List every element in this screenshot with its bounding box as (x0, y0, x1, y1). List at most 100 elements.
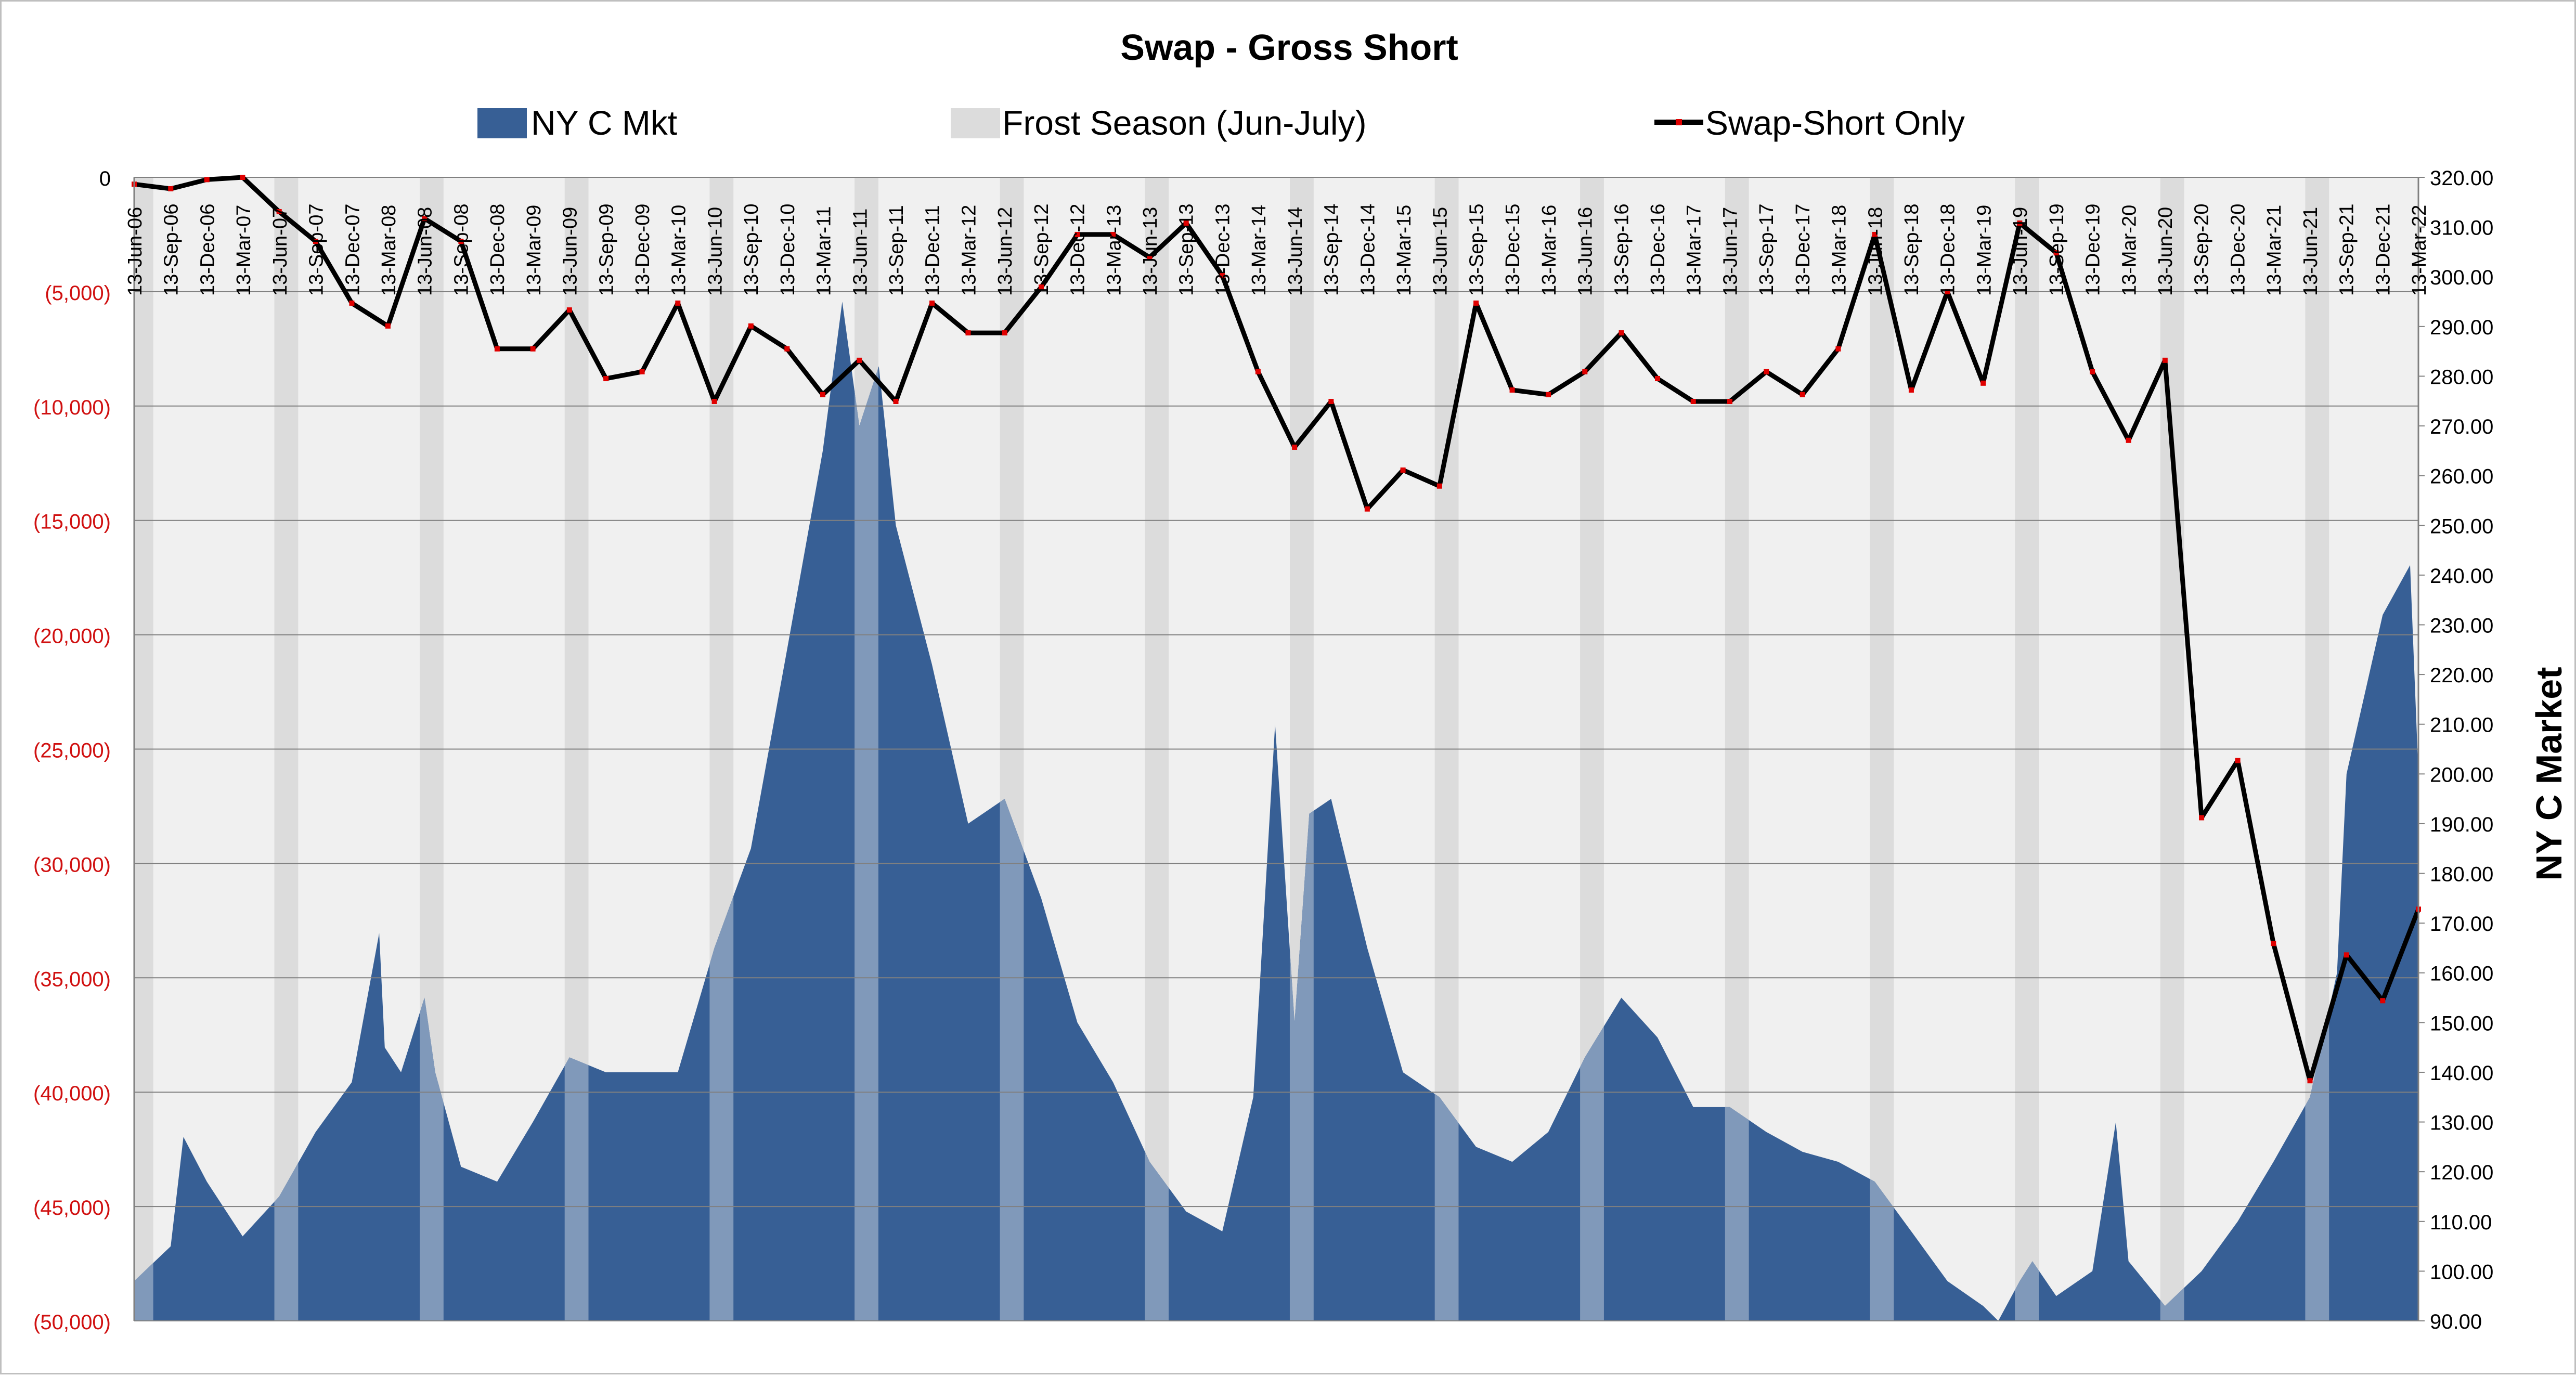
right-tick-label: 250.00 (2430, 515, 2493, 538)
x-tick-label: 13-Sep-11 (886, 205, 908, 296)
swap-short-point (2271, 941, 2276, 946)
swap-short-point (1690, 399, 1696, 405)
swap-short-point (1582, 369, 1588, 374)
swap-short-point (1147, 254, 1153, 260)
left-tick-label: (10,000) (33, 396, 111, 419)
swap-short-point (2126, 437, 2131, 443)
right-tick-label: 290.00 (2430, 316, 2493, 339)
left-tick-label: (40,000) (33, 1082, 111, 1105)
x-tick-label: 13-Sep-16 (1611, 204, 1633, 296)
x-tick-label: 13-Mar-19 (1973, 205, 1995, 296)
swap-short-point (2307, 1078, 2313, 1084)
right-tick-label: 260.00 (2430, 465, 2493, 488)
x-tick-label: 13-Mar-15 (1393, 205, 1415, 296)
right-tick-label: 230.00 (2430, 614, 2493, 637)
right-tick-label: 180.00 (2430, 863, 2493, 886)
x-tick-label: 13-Sep-06 (161, 204, 183, 296)
swap-short-point (1075, 231, 1080, 237)
swap-short-point (566, 307, 572, 313)
x-tick-label: 13-Dec-20 (2227, 204, 2249, 296)
swap-short-point (313, 239, 318, 244)
swap-short-point (530, 346, 536, 352)
swap-short-point (603, 376, 609, 382)
x-tick-label: 13-Jun-09 (560, 207, 581, 296)
swap-short-line (132, 175, 2421, 1084)
swap-short-point (1980, 380, 1986, 386)
x-tick-label: 13-Mar-16 (1538, 205, 1560, 296)
x-tick-label: 13-Jun-08 (415, 207, 436, 296)
swap-short-point (1183, 220, 1189, 226)
left-tick-label: (50,000) (33, 1311, 111, 1334)
x-tick-label: 13-Dec-17 (1792, 204, 1814, 296)
x-tick-label: 13-Dec-16 (1647, 204, 1669, 296)
x-tick-label: 13-Sep-09 (596, 204, 617, 296)
right-tick-label: 320.00 (2430, 167, 2493, 190)
swap-short-point (1764, 369, 1769, 374)
right-tick-label: 210.00 (2430, 714, 2493, 737)
swap-short-point (1255, 369, 1261, 374)
legend-label-area: NY C Mkt (531, 103, 677, 142)
right-tick-label: 130.00 (2430, 1112, 2493, 1135)
x-tick-label: 13-Sep-20 (2191, 204, 2213, 296)
right-tick-label: 220.00 (2430, 664, 2493, 687)
x-tick-label: 13-Mar-17 (1684, 205, 1705, 296)
x-tick-label: 13-Dec-08 (487, 204, 509, 296)
swap-short-point (494, 346, 500, 352)
x-tick-label: 13-Sep-17 (1756, 204, 1778, 296)
swap-short-point (1038, 284, 1044, 290)
right-tick-label: 200.00 (2430, 763, 2493, 786)
legend-swatch-area (477, 108, 527, 138)
x-tick-label: 13-Dec-07 (342, 204, 364, 296)
x-tick-label: 13-Sep-14 (1321, 204, 1343, 296)
swap-short-point (639, 369, 645, 374)
swap-short-point (458, 239, 464, 244)
x-tick-label: 13-Mar-07 (233, 205, 255, 296)
right-tick-label: 120.00 (2430, 1161, 2493, 1184)
swap-short-point (240, 175, 245, 180)
left-tick-label: (15,000) (33, 511, 111, 534)
legend-label-line: Swap-Short Only (1705, 103, 1965, 142)
right-tick-label: 160.00 (2430, 963, 2493, 985)
x-tick-label: 13-Mar-21 (2263, 205, 2285, 296)
right-tick-label: 300.00 (2430, 266, 2493, 289)
swap-short-point (1872, 231, 1878, 237)
swap-short-point (784, 346, 790, 352)
swap-short-point (2199, 815, 2205, 821)
swap-short-point (1328, 399, 1334, 405)
left-axis-ticks: 0 (5,000) (10,000) (15,000) (20,000) (25,000)… (33, 167, 111, 1334)
swap-short-point (2344, 952, 2349, 958)
swap-short-point (2090, 369, 2095, 374)
x-tick-label: 13-Jun-10 (704, 207, 726, 296)
swap-short-point (1727, 399, 1732, 405)
x-tick-label: 13-Jun-13 (1140, 207, 1161, 296)
x-tick-label: 13-Sep-15 (1466, 204, 1487, 296)
x-tick-label: 13-Jun-12 (994, 207, 1016, 296)
x-tick-label: 13-Jun-07 (269, 207, 291, 296)
swap-short-point (276, 209, 282, 214)
x-tick-label: 13-Sep-19 (2046, 204, 2068, 296)
swap-short-point (893, 399, 899, 405)
chart-title: Swap - Gross Short (1120, 27, 1458, 68)
x-tick-label: 13-Mar-12 (958, 205, 980, 296)
swap-short-point (820, 392, 826, 397)
x-tick-label: 13-Jun-06 (124, 207, 146, 296)
x-tick-label: 13-Jun-21 (2300, 207, 2322, 296)
x-tick-label: 13-Mar-09 (523, 205, 545, 296)
x-tick-label: 13-Mar-13 (1103, 205, 1125, 296)
swap-short-point (1473, 300, 1479, 306)
swap-short-point (1619, 330, 1624, 336)
swap-short-point (675, 300, 681, 306)
ny-c-mkt-area-fill (134, 302, 2418, 1321)
right-tick-label: 140.00 (2430, 1062, 2493, 1085)
right-tick-label: 170.00 (2430, 913, 2493, 936)
left-tick-label: (20,000) (33, 625, 111, 648)
x-tick-label: 13-Sep-21 (2336, 204, 2358, 296)
swap-short-point (711, 399, 717, 405)
right-tick-label: 310.00 (2430, 217, 2493, 240)
swap-short-point (1908, 387, 1914, 393)
swap-short-point (349, 300, 355, 306)
left-tick-label: (25,000) (33, 739, 111, 762)
swap-short-point (1546, 392, 1551, 397)
ny-c-mkt-area-frost-overlay (855, 302, 878, 1321)
